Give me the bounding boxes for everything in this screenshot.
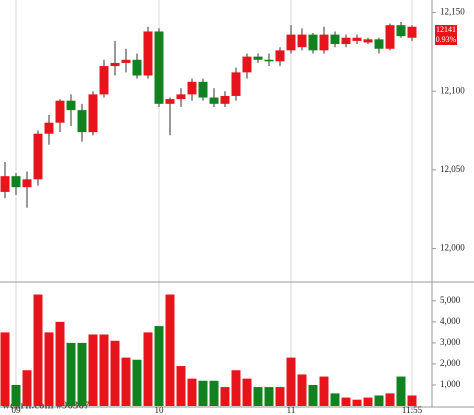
candle-body [187, 81, 197, 95]
x-tick-label: 11:55 [402, 405, 423, 415]
candle-body [165, 99, 175, 104]
candle-body [242, 56, 252, 73]
volume-bar [44, 332, 54, 406]
candle-body [407, 26, 417, 38]
volume-bar [264, 387, 274, 406]
candle-body [110, 62, 120, 67]
volume-bar [286, 357, 296, 406]
candle-body [22, 179, 32, 188]
x-tick-label: 11 [287, 405, 296, 415]
volume-bar [22, 370, 32, 406]
candle-body [143, 31, 153, 76]
candle-body [99, 66, 109, 95]
volume-bar [66, 342, 76, 406]
volume-bar [319, 376, 329, 406]
candle-body [198, 81, 208, 98]
candle-body [363, 39, 373, 43]
volume-bar [198, 380, 208, 406]
volume-bar [187, 378, 197, 406]
volume-bar [55, 321, 65, 406]
candle-body [66, 100, 76, 111]
volume-bar [385, 393, 395, 406]
y-tick-label: 2,000 [440, 358, 461, 368]
volume-bar [297, 374, 307, 406]
x-tick-label: 09 [12, 405, 22, 415]
x-tick-label: 10 [155, 405, 165, 415]
volume-bar [352, 399, 362, 406]
volume-bar [77, 342, 87, 406]
volume-bar [308, 384, 318, 406]
volume-bar [33, 294, 43, 406]
volume-bar [275, 387, 285, 406]
candle-body [286, 34, 296, 51]
candle-body [77, 110, 87, 133]
candle-body [330, 34, 340, 45]
volume-bar [99, 334, 109, 406]
volume-bar [121, 357, 131, 406]
volume-bar [110, 340, 120, 406]
volume-bar [396, 376, 406, 406]
candle-body [0, 176, 10, 192]
y-tick-label: 12,000 [440, 243, 465, 253]
y-tick-label: 12,100 [440, 85, 465, 95]
candle-body [385, 25, 395, 49]
candle-body [154, 31, 164, 104]
last-price: 12141 [436, 25, 456, 34]
volume-bar [176, 366, 186, 406]
candle-body [11, 176, 21, 188]
y-tick-label: 1,000 [440, 379, 461, 389]
candle-body [374, 39, 384, 49]
candle-body [176, 94, 186, 100]
candle-body [275, 50, 285, 62]
candle-body [33, 133, 43, 180]
y-tick-label: 4,000 [440, 316, 461, 326]
volume-bar [143, 332, 153, 406]
volume-bar [231, 370, 241, 406]
y-tick-label: 12,050 [440, 164, 465, 174]
volume-bar [0, 332, 10, 406]
volume-bar [330, 393, 340, 406]
volume-bar [407, 395, 417, 406]
last-price-box [435, 25, 457, 45]
y-tick-label: 3,000 [440, 337, 461, 347]
volume-bar [242, 378, 252, 406]
volume-bar [374, 395, 384, 406]
volume-bar [154, 326, 164, 406]
candle-body [209, 97, 219, 104]
candle-body [220, 95, 230, 104]
candle-body [88, 94, 98, 133]
y-tick-label: 12,150 [440, 7, 465, 17]
candle-body [264, 59, 274, 62]
candle-body [44, 122, 54, 134]
candle-body [253, 56, 263, 60]
candle-body [396, 25, 406, 37]
candle-body [231, 72, 241, 96]
volume-bar [253, 387, 263, 406]
volume-bar [209, 380, 219, 406]
candle-body [297, 34, 307, 48]
volume-bar [88, 334, 98, 406]
volume-bar [11, 384, 21, 406]
volume-bar [220, 387, 230, 406]
candle-body [55, 100, 65, 123]
candle-body [341, 37, 351, 45]
volume-bar [363, 397, 373, 406]
candle-body [308, 34, 318, 51]
volume-bar [132, 359, 142, 406]
candle-body [132, 59, 142, 76]
volume-bar [165, 294, 175, 406]
candle-body [121, 59, 131, 63]
y-tick-label: 5,000 [440, 295, 461, 305]
volume-bar [341, 397, 351, 406]
candle-body [352, 37, 362, 41]
candle-body [319, 34, 329, 51]
last-change: 0.93% [436, 35, 457, 44]
